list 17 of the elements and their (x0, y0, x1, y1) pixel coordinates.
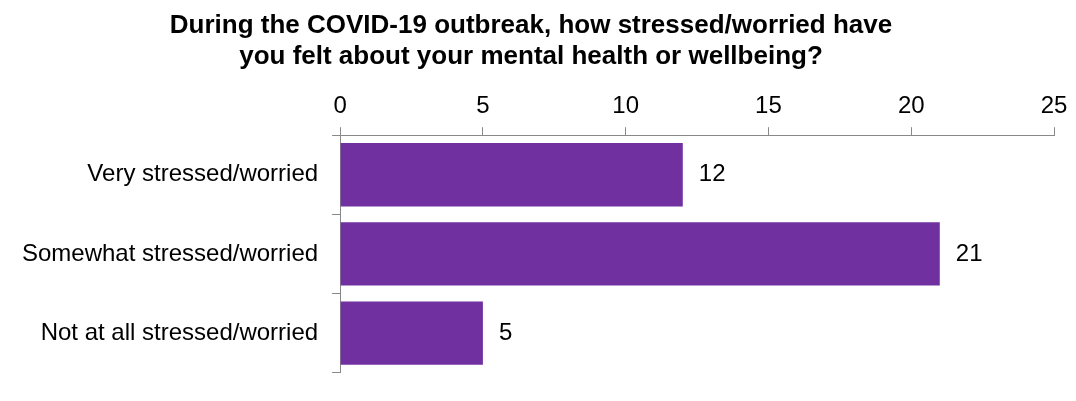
y-tick-label: Not at all stressed/worried (40, 317, 319, 345)
x-tick-label: 20 (897, 91, 925, 119)
x-tick-label: 5 (476, 91, 490, 119)
bar (340, 301, 483, 365)
text: During the COVID-19 outbreak, how stressed/worried have (169, 8, 893, 39)
x-tick-label: 25 (1040, 91, 1068, 119)
data-label: 21 (955, 238, 983, 266)
y-tick-label: Very stressed/worried (87, 159, 319, 187)
data-label: 12 (698, 159, 726, 187)
bar (340, 143, 683, 207)
bar (340, 222, 940, 286)
x-tick-label: 0 (333, 91, 347, 119)
data-label: 5 (498, 317, 513, 345)
x-tick-label: 15 (755, 91, 782, 119)
x-tick-label: 10 (612, 91, 640, 119)
text: you felt about your mental health or wellbeing? (239, 39, 823, 70)
y-tick-label: Somewhat stressed/worried (22, 238, 319, 266)
